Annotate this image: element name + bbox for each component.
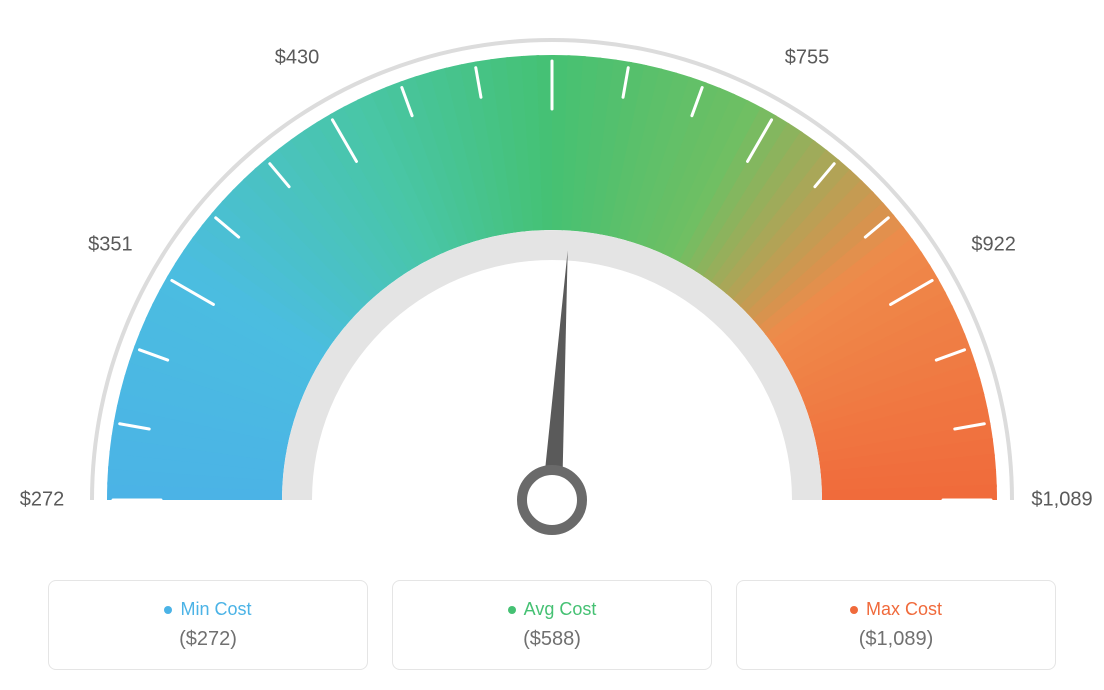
gauge-scale-label: $755: [785, 47, 830, 70]
legend-card-max: Max Cost ($1,089): [736, 580, 1056, 670]
legend-label-min: Min Cost: [180, 599, 251, 620]
legend-value-max: ($1,089): [859, 628, 934, 651]
gauge-scale-label: $922: [971, 233, 1016, 256]
legend-dot-avg: [508, 606, 516, 614]
gauge-scale-label: $588: [530, 0, 575, 2]
gauge-scale-label: $1,089: [1031, 489, 1092, 512]
gauge-svg: [0, 0, 1104, 560]
gauge-scale-label: $351: [88, 233, 133, 256]
gauge-chart: $272 $351 $430 $588 $755 $922 $1,089: [0, 0, 1104, 560]
gauge-scale-label: $272: [20, 489, 65, 512]
legend-row: Min Cost ($272) Avg Cost ($588) Max Cost…: [0, 580, 1104, 670]
legend-dot-min: [164, 606, 172, 614]
gauge-scale-label: $430: [275, 47, 320, 70]
legend-label-max: Max Cost: [866, 599, 942, 620]
legend-card-min: Min Cost ($272): [48, 580, 368, 670]
legend-value-min: ($272): [179, 628, 237, 651]
legend-value-avg: ($588): [523, 628, 581, 651]
legend-dot-max: [850, 606, 858, 614]
legend-card-avg: Avg Cost ($588): [392, 580, 712, 670]
legend-label-avg: Avg Cost: [524, 599, 597, 620]
